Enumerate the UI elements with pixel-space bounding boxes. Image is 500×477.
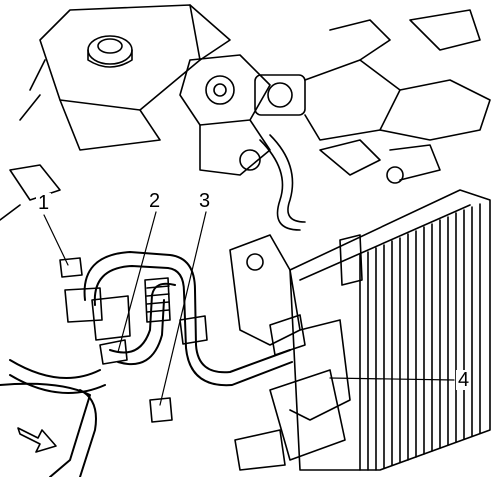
leader-line-3 [159,211,207,406]
callout-4: 4 [456,369,472,391]
arrow-icon [17,427,57,453]
leader-lines [43,211,455,406]
leader-line-1 [43,214,69,266]
line-fittings [59,257,306,423]
callout-1: 1 [36,192,52,214]
callout-3: 3 [197,190,213,212]
leader-line-2 [117,211,157,353]
engine-cover [0,4,231,221]
callout-2: 2 [147,190,163,212]
refrigerant-lines [0,251,293,477]
radiator [289,189,491,471]
condenser-bracket [229,234,351,471]
leader-line-4 [329,377,455,381]
engine-components [179,9,491,231]
